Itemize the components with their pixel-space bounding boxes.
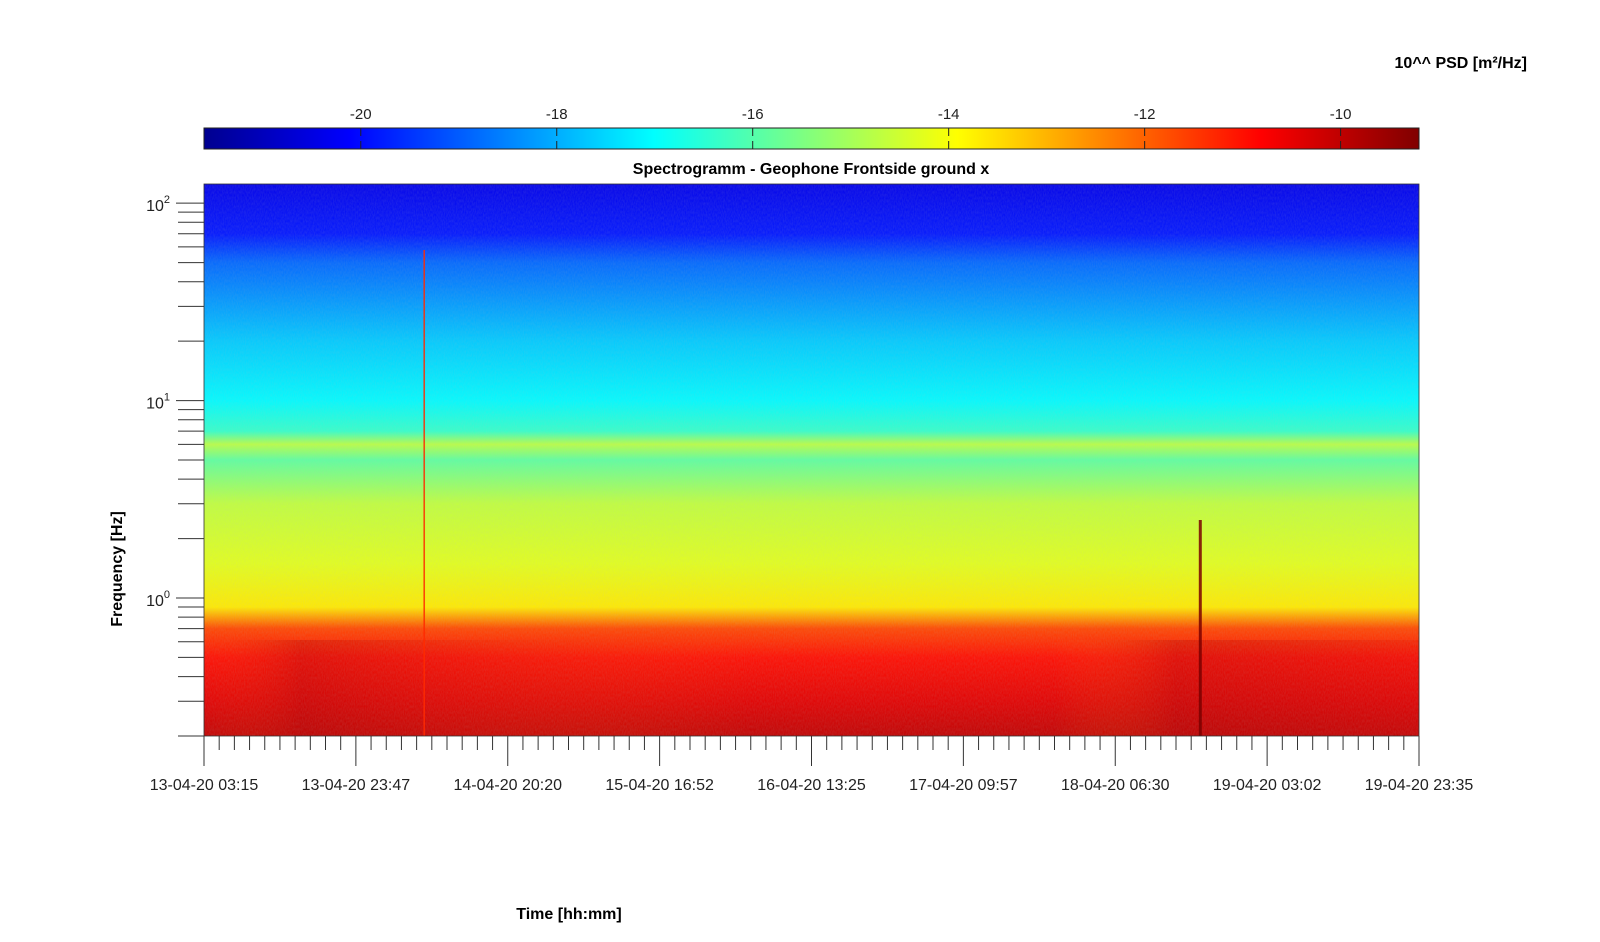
y-tick-label: 101	[146, 392, 170, 413]
x-tick-label: 17-04-20 09:57	[909, 777, 1018, 794]
x-tick-label: 14-04-20 20:20	[453, 777, 562, 794]
x-tick-label: 15-04-20 16:52	[605, 777, 714, 794]
colorbar-tick-label: -16	[742, 106, 764, 123]
x-tick-label: 19-04-20 03:02	[1213, 777, 1322, 794]
y-axis: 100 101 102	[146, 194, 204, 737]
colorbar-label: 10^^ PSD [m²/Hz]	[1395, 55, 1527, 72]
y-tick-label: 102	[146, 194, 170, 215]
colorbar-tick-label: -20	[350, 106, 372, 123]
colorbar-ticks: -20 -18 -16 -14 -12 -10	[350, 106, 1352, 149]
y-axis-label: Frequency [Hz]	[109, 511, 126, 627]
chart-title: Spectrogramm - Geophone Frontside ground…	[633, 161, 990, 178]
y-tick-label: 100	[146, 589, 170, 610]
x-tick-label: 13-04-20 23:47	[302, 777, 411, 794]
colorbar: -20 -18 -16 -14 -12 -10 10^^ PSD [m²/Hz]	[203, 55, 1527, 150]
spectrogram-texture	[204, 184, 1419, 736]
plot-area	[204, 184, 1419, 736]
colorbar-tick-label: -10	[1330, 106, 1352, 123]
x-tick-label: 13-04-20 03:15	[150, 777, 259, 794]
event-lines	[423, 250, 1202, 736]
x-tick-label: 16-04-20 13:25	[757, 777, 866, 794]
colorbar-tick-label: -12	[1134, 106, 1156, 123]
x-axis: 13-04-20 03:15 13-04-20 23:47 14-04-20 20:…	[150, 736, 1474, 794]
colorbar-tick-label: -18	[546, 106, 568, 123]
x-tick-label: 18-04-20 06:30	[1061, 777, 1170, 794]
x-tick-label: 19-04-20 23:35	[1365, 777, 1474, 794]
colorbar-gradient	[203, 127, 1420, 150]
x-axis-label: Time [hh:mm]	[516, 906, 621, 923]
colorbar-tick-label: -14	[938, 106, 960, 123]
